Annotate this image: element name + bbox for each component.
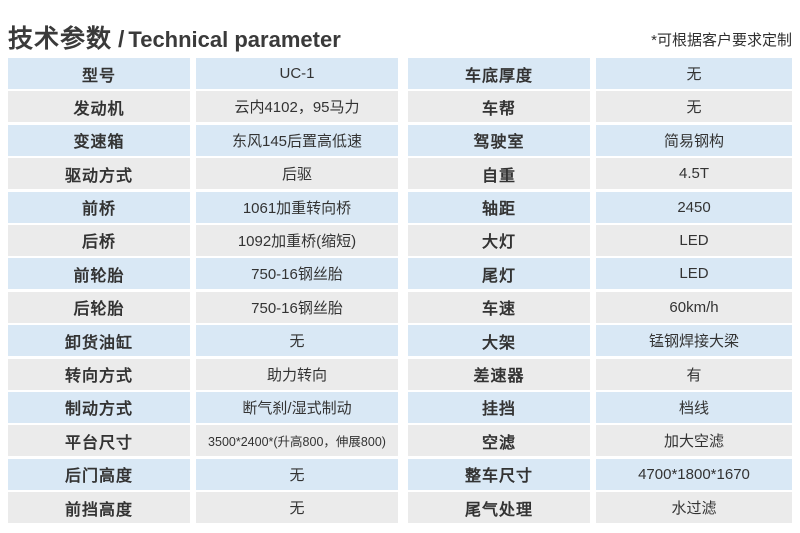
param-value: 2450 <box>596 191 792 223</box>
param-value: 东风145后置高低速 <box>196 124 398 156</box>
param-label: 卸货油缸 <box>8 325 190 357</box>
param-value: 无 <box>596 91 792 123</box>
param-value: 有 <box>596 358 792 390</box>
table-row: 转向方式 助力转向 <box>8 358 398 390</box>
table-row: 大架 锰钢焊接大梁 <box>408 325 792 357</box>
param-label: 变速箱 <box>8 124 190 156</box>
param-value: 无 <box>196 458 398 490</box>
spec-table-right: 车底厚度无车帮无驾驶室 简易钢构 自重 4.5T 轴距 2450 大灯 LED 尾灯 LED 车速 6… <box>408 58 792 524</box>
param-value: 后驱 <box>196 158 398 190</box>
param-value: 水过滤 <box>596 492 792 524</box>
param-label: 驾驶室 <box>408 124 590 156</box>
param-value: 断气刹/湿式制动 <box>196 391 398 423</box>
param-value: 无 <box>196 492 398 524</box>
param-label: 大架 <box>408 325 590 357</box>
table-row: 驱动方式 后驱 <box>8 158 398 190</box>
page-title-separator: / <box>118 26 125 52</box>
page-title-en: Technical parameter <box>128 27 341 52</box>
param-label: 前桥 <box>8 191 190 223</box>
table-row: 制动方式 断气刹/湿式制动 <box>8 391 398 423</box>
spec-tables: 型号 UC-1 发动机 云内4102，95马力 变速箱 东风145后置高低速 驱动方式 后驱前… <box>0 52 800 524</box>
param-label: 车帮 <box>408 91 590 123</box>
table-row: 大灯 LED <box>408 224 792 256</box>
param-label: 前轮胎 <box>8 258 190 290</box>
table-row: 后门高度无 <box>8 458 398 490</box>
header: 技术参数 / Technical parameter *可根据客户要求定制 <box>0 0 800 52</box>
table-row: 车底厚度无 <box>408 58 792 89</box>
param-value: 简易钢构 <box>596 124 792 156</box>
param-label: 尾气处理 <box>408 492 590 524</box>
spec-table-left: 型号 UC-1 发动机 云内4102，95马力 变速箱 东风145后置高低速 驱动方式 后驱前… <box>8 58 398 524</box>
page-title: 技术参数 / Technical parameter <box>8 27 341 52</box>
table-row: 平台尺寸 3500*2400*(升高800，伸展800) <box>8 425 398 457</box>
param-value: 加大空滤 <box>596 425 792 457</box>
table-row: 变速箱 东风145后置高低速 <box>8 124 398 156</box>
table-row: 尾气处理 水过滤 <box>408 492 792 524</box>
param-value: 60km/h <box>596 291 792 323</box>
param-label: 差速器 <box>408 358 590 390</box>
param-value: 750-16钢丝胎 <box>196 291 398 323</box>
param-value: 4.5T <box>596 158 792 190</box>
param-value: 4700*1800*1670 <box>596 458 792 490</box>
param-value: 3500*2400*(升高800，伸展800) <box>196 425 398 457</box>
table-row: 后轮胎 750-16钢丝胎 <box>8 291 398 323</box>
param-label: 车底厚度 <box>408 58 590 89</box>
table-row: 发动机 云内4102，95马力 <box>8 91 398 123</box>
customization-note: *可根据客户要求定制 <box>651 32 792 49</box>
table-row: 型号 UC-1 <box>8 58 398 89</box>
param-value: 云内4102，95马力 <box>196 91 398 123</box>
param-value: 1061加重转向桥 <box>196 191 398 223</box>
table-row: 后桥 1092加重桥(缩短) <box>8 224 398 256</box>
table-row: 尾灯 LED <box>408 258 792 290</box>
table-row: 车帮无 <box>408 91 792 123</box>
param-value: LED <box>596 224 792 256</box>
param-value: LED <box>596 258 792 290</box>
param-label: 制动方式 <box>8 391 190 423</box>
param-value: 助力转向 <box>196 358 398 390</box>
param-value: 档线 <box>596 391 792 423</box>
table-row: 轴距 2450 <box>408 191 792 223</box>
param-label: 发动机 <box>8 91 190 123</box>
page-title-zh: 技术参数 <box>8 25 113 53</box>
param-label: 前挡高度 <box>8 492 190 524</box>
param-label: 挂挡 <box>408 391 590 423</box>
table-row: 前轮胎 750-16钢丝胎 <box>8 258 398 290</box>
param-label: 轴距 <box>408 191 590 223</box>
param-label: 自重 <box>408 158 590 190</box>
table-row: 挂挡 档线 <box>408 391 792 423</box>
param-value: 750-16钢丝胎 <box>196 258 398 290</box>
table-row: 空滤 加大空滤 <box>408 425 792 457</box>
table-row: 卸货油缸无 <box>8 325 398 357</box>
param-label: 空滤 <box>408 425 590 457</box>
param-label: 后轮胎 <box>8 291 190 323</box>
param-label: 大灯 <box>408 224 590 256</box>
param-value: 锰钢焊接大梁 <box>596 325 792 357</box>
param-label: 尾灯 <box>408 258 590 290</box>
table-row: 差速器有 <box>408 358 792 390</box>
param-value: 无 <box>596 58 792 89</box>
table-row: 整车尺寸 4700*1800*1670 <box>408 458 792 490</box>
param-value: UC-1 <box>196 58 398 89</box>
param-label: 型号 <box>8 58 190 89</box>
param-label: 后桥 <box>8 224 190 256</box>
param-label: 转向方式 <box>8 358 190 390</box>
table-row: 前桥 1061加重转向桥 <box>8 191 398 223</box>
table-row: 驾驶室 简易钢构 <box>408 124 792 156</box>
param-label: 后门高度 <box>8 458 190 490</box>
table-row: 自重 4.5T <box>408 158 792 190</box>
param-label: 整车尺寸 <box>408 458 590 490</box>
param-value: 1092加重桥(缩短) <box>196 224 398 256</box>
param-label: 驱动方式 <box>8 158 190 190</box>
param-label: 车速 <box>408 291 590 323</box>
param-label: 平台尺寸 <box>8 425 190 457</box>
param-value: 无 <box>196 325 398 357</box>
table-row: 前挡高度无 <box>8 492 398 524</box>
table-row: 车速 60km/h <box>408 291 792 323</box>
